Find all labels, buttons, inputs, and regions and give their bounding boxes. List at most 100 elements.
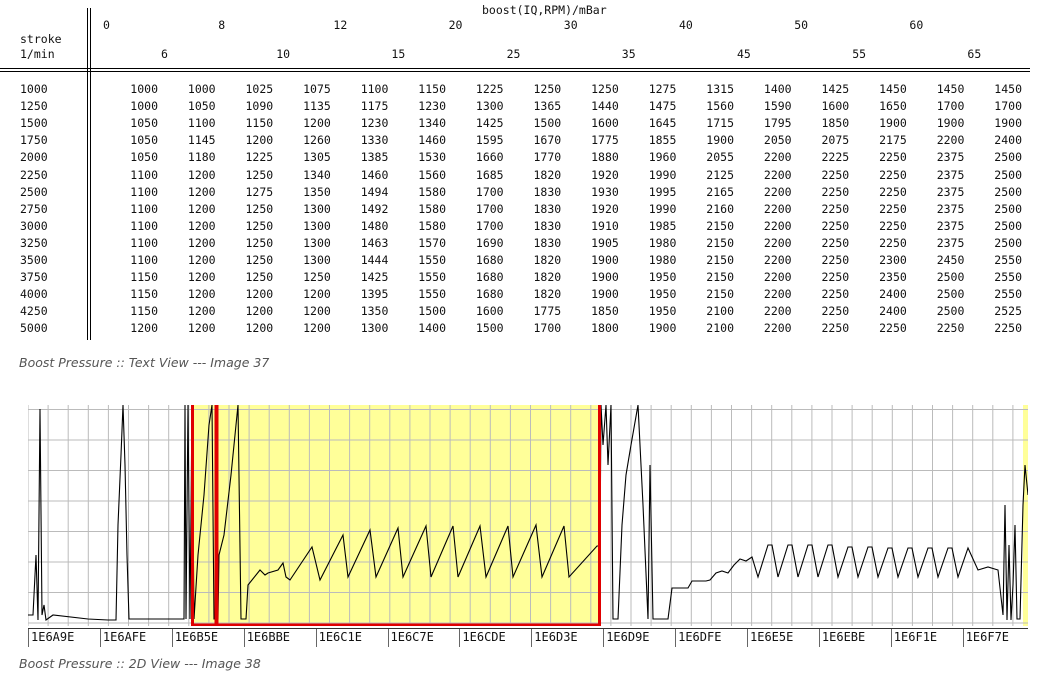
table-cell[interactable]: 1150 (418, 82, 446, 96)
table-cell[interactable]: 1350 (303, 184, 331, 199)
table-cell[interactable]: 1600 (475, 304, 504, 319)
table-cell[interactable]: 2200 (763, 287, 792, 302)
table-cell[interactable]: 1200 (245, 133, 274, 148)
table-cell[interactable]: 1340 (303, 167, 331, 182)
table-cell[interactable]: 1300 (303, 253, 331, 267)
table-cell[interactable]: 1680 (475, 287, 504, 302)
table-cell[interactable]: 1250 (245, 235, 274, 250)
table-cell[interactable]: 2400 (879, 287, 907, 302)
table-cell[interactable]: 1990 (648, 167, 677, 182)
table-cell[interactable]: 1500 (418, 304, 446, 319)
table-cell[interactable]: 1100 (360, 82, 389, 96)
table-cell[interactable]: 1025 (245, 82, 274, 96)
table-cell[interactable]: 2500 (936, 304, 965, 319)
table-cell[interactable]: 1550 (418, 270, 446, 285)
table-cell[interactable]: 2250 (994, 321, 1022, 336)
table-cell[interactable]: 1315 (706, 82, 734, 96)
table-cell[interactable]: 2500 (994, 235, 1022, 250)
table-cell[interactable]: 1920 (591, 167, 619, 182)
table-cell[interactable]: 1990 (648, 201, 677, 216)
table-cell[interactable]: 2500 (936, 270, 965, 285)
table-cell[interactable]: 1830 (533, 201, 562, 216)
table-cell[interactable]: 1180 (187, 150, 216, 165)
table-cell[interactable]: 1000 (130, 82, 158, 96)
table-cell[interactable]: 1950 (648, 304, 677, 319)
table-cell[interactable]: 2500 (994, 201, 1022, 216)
table-cell[interactable]: 1900 (591, 270, 619, 285)
table-cell[interactable]: 2200 (763, 184, 792, 199)
table-cell[interactable]: 2300 (879, 253, 907, 267)
table-cell[interactable]: 1463 (360, 235, 389, 250)
table-cell[interactable]: 2150 (706, 270, 734, 285)
table-cell[interactable]: 1100 (130, 253, 158, 267)
table-cell[interactable]: 1494 (360, 184, 389, 199)
table-cell[interactable]: 2200 (763, 167, 792, 182)
table-cell[interactable]: 1200 (245, 287, 274, 302)
table-cell[interactable]: 2125 (706, 167, 734, 182)
table-cell[interactable]: 1450 (994, 82, 1022, 96)
table-cell[interactable]: 2200 (763, 218, 792, 233)
table-cell[interactable]: 1855 (648, 133, 677, 148)
table-cell[interactable]: 1770 (533, 150, 562, 165)
table-cell[interactable]: 1830 (533, 235, 562, 250)
table-cell[interactable]: 1492 (360, 201, 389, 216)
table-cell[interactable]: 2250 (821, 304, 850, 319)
table-cell[interactable]: 2250 (879, 321, 907, 336)
table-cell[interactable]: 1090 (245, 99, 274, 114)
table-cell[interactable]: 1995 (648, 184, 677, 199)
table-cell[interactable]: 1200 (187, 235, 216, 250)
table-cell[interactable]: 1200 (187, 184, 216, 199)
table-cell[interactable]: 1230 (360, 116, 389, 131)
table-cell[interactable]: 2200 (936, 133, 965, 148)
table-cell[interactable]: 2200 (763, 270, 792, 285)
table-cell[interactable]: 1444 (360, 253, 389, 267)
table-cell[interactable]: 1900 (706, 133, 734, 148)
table-cell[interactable]: 1330 (360, 133, 389, 148)
table-cell[interactable]: 1225 (245, 150, 274, 165)
table-cell[interactable]: 1250 (245, 218, 274, 233)
table-cell[interactable]: 1425 (475, 116, 504, 131)
table-cell[interactable]: 2250 (936, 321, 965, 336)
table-cell[interactable]: 1050 (130, 150, 158, 165)
table-cell[interactable]: 1450 (879, 82, 907, 96)
table-cell[interactable]: 2500 (936, 287, 965, 302)
table-cell[interactable]: 1905 (591, 235, 619, 250)
table-cell[interactable]: 1830 (533, 184, 562, 199)
table-cell[interactable]: 1580 (418, 201, 446, 216)
table-cell[interactable]: 1100 (130, 201, 158, 216)
table-cell[interactable]: 1200 (303, 116, 331, 131)
table-cell[interactable]: 2165 (706, 184, 734, 199)
table-cell[interactable]: 1200 (303, 321, 331, 336)
table-cell[interactable]: 2550 (994, 270, 1022, 285)
table-cell[interactable]: 1900 (591, 287, 619, 302)
table-cell[interactable]: 2400 (994, 133, 1022, 148)
table-cell[interactable]: 2055 (706, 150, 734, 165)
table-cell[interactable]: 1600 (591, 116, 619, 131)
table-cell[interactable]: 1275 (648, 82, 677, 96)
table-cell[interactable]: 2350 (879, 270, 907, 285)
table-cell[interactable]: 1560 (418, 167, 446, 182)
table-cell[interactable]: 1250 (245, 167, 274, 182)
table-cell[interactable]: 1910 (591, 218, 619, 233)
table-cell[interactable]: 1475 (648, 99, 677, 114)
table-cell[interactable]: 1100 (130, 218, 158, 233)
table-cell[interactable]: 1700 (475, 201, 504, 216)
table-cell[interactable]: 1250 (303, 270, 331, 285)
table-cell[interactable]: 1200 (187, 270, 216, 285)
table-cell[interactable]: 1135 (303, 99, 331, 114)
table-cell[interactable]: 1200 (303, 287, 331, 302)
table-cell[interactable]: 1960 (648, 150, 677, 165)
table-cell[interactable]: 2250 (821, 253, 850, 267)
table-cell[interactable]: 1150 (130, 287, 158, 302)
table-cell[interactable]: 2225 (821, 150, 850, 165)
table-cell[interactable]: 1820 (533, 167, 562, 182)
table-cell[interactable]: 1595 (475, 133, 504, 148)
table-cell[interactable]: 1670 (533, 133, 562, 148)
table-cell[interactable]: 2375 (936, 235, 965, 250)
table-cell[interactable]: 1700 (994, 99, 1022, 114)
table-cell[interactable]: 1775 (591, 133, 619, 148)
table-cell[interactable]: 1305 (303, 150, 331, 165)
table-cell[interactable]: 2175 (879, 133, 907, 148)
table-cell[interactable]: 1050 (130, 133, 158, 148)
table-cell[interactable]: 2200 (763, 235, 792, 250)
